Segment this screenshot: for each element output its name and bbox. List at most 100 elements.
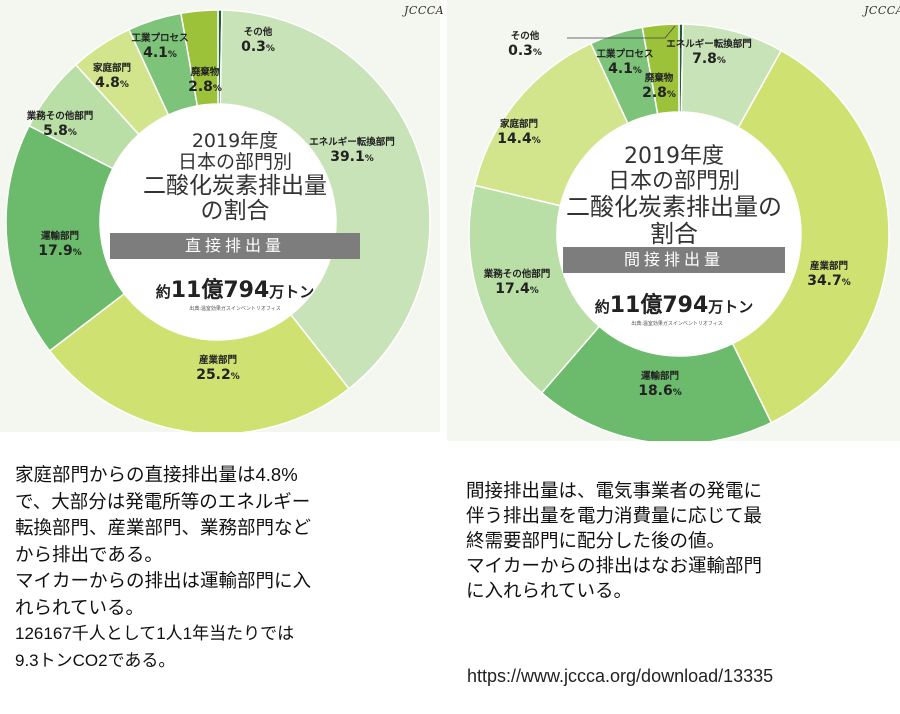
chart-title-line-3: 二酸化炭素排出量の割合 [566, 193, 782, 249]
explanation-line: 126167千人として1人1年当たりでは [15, 624, 295, 643]
slice-label-name: エネルギー転換部門 [309, 137, 395, 148]
jccca-logo: JCCCA [404, 4, 445, 17]
slice-label-value: 7.8% [654, 51, 764, 67]
slice-value: 7.8 [692, 50, 717, 67]
slice-unit: % [364, 153, 374, 164]
slice-value: 4.8 [95, 74, 120, 91]
slice-unit: % [119, 79, 129, 90]
slice-label-name: 廃棄物 [190, 67, 220, 78]
indirect-emissions-chart-panel: JCCCA 2019年度 日本の部門別 二酸化炭素排出量の割合 間接排出量 約1… [447, 0, 900, 441]
slice-label-household: 家庭部門 14.4% [464, 119, 574, 147]
slice-label-waste: 廃棄物 2.8% [150, 67, 260, 95]
explanation-line: マイカーからの排出は運輸部門に入 [15, 570, 312, 591]
slice-label-value: 25.2% [163, 367, 273, 383]
slice-label-energy-conversion: エネルギー転換部門 7.8% [654, 39, 764, 67]
slice-unit: % [167, 49, 177, 60]
slice-unit: % [716, 55, 726, 66]
source-url[interactable]: https://www.jccca.org/download/13335 [467, 666, 774, 686]
slice-label-name: 運輸部門 [40, 231, 79, 242]
slice-label-value: 39.1% [297, 149, 407, 165]
chart-title-line-3: 二酸化炭素排出量の割合 [143, 172, 327, 225]
slice-value: 34.7 [807, 272, 842, 289]
total-suffix: 万トン [708, 298, 754, 316]
slice-label-name: 家庭部門 [499, 119, 538, 130]
explanation-line: 転換部門、産業部門、業務部門など [15, 517, 312, 538]
slice-value: 2.8 [642, 84, 667, 101]
indirect-emissions-explanation: 間接排出量は、電気事業者の発電に 伴う排出量を電力消費量に応じて最 終需要部門に… [466, 478, 886, 603]
total-value: 11億794 [170, 278, 270, 303]
slice-label-commercial-other: 業務その他部門 17.4% [462, 269, 572, 297]
chart-title-line-2: 日本の部門別 [607, 168, 740, 194]
slice-label-name: 業務その他部門 [483, 269, 551, 280]
total-prefix: 約 [155, 283, 171, 301]
slice-unit: % [265, 43, 275, 54]
slice-label-industry: 産業部門 34.7% [774, 261, 884, 289]
donut-center [100, 104, 336, 340]
slice-unit: % [72, 247, 82, 258]
chart-title: 2019年度 日本の部門別 二酸化炭素排出量の割合 [564, 144, 784, 249]
slice-value: 39.1 [330, 148, 365, 165]
chart-title: 2019年度 日本の部門別 二酸化炭素排出量の割合 [140, 130, 330, 225]
jccca-logo: JCCCA [864, 4, 900, 17]
slice-label-name: 家庭部門 [92, 63, 131, 74]
slice-label-industrial-process: 工業プロセス 4.1% [105, 33, 215, 61]
slice-label-name: 産業部門 [809, 261, 848, 272]
slice-value: 5.8 [43, 122, 68, 139]
slice-unit: % [529, 285, 539, 296]
explanation-line: 終需要部門に配分した後の値。 [466, 530, 726, 551]
slice-label-value: 14.4% [464, 131, 574, 147]
slice-label-other: その他 0.3% [203, 27, 313, 55]
slice-label-waste: 廃棄物 2.8% [604, 73, 714, 101]
explanation-line: 家庭部門からの直接排出量は4.8% [15, 464, 298, 485]
slice-label-value: 0.3% [470, 43, 580, 59]
slice-value: 18.6 [638, 382, 673, 399]
slice-value: 17.4 [495, 280, 530, 297]
total-emissions: 約11億794万トン [547, 287, 801, 319]
emission-type-band: 直接排出量 [110, 233, 360, 259]
slice-label-name: その他 [510, 31, 540, 42]
explanation-line: れられている。 [15, 596, 144, 618]
slice-label-name: 工業プロセス [131, 33, 189, 44]
slice-label-value: 4.1% [570, 61, 680, 77]
chart-title-line-1: 2019年度 [191, 130, 279, 152]
total-emissions: 約11億794万トン [110, 272, 360, 304]
direct-emissions-chart-panel: JCCCA 2019年度 日本の部門別 二酸化炭素排出量の割合 直接排出量 約1… [0, 0, 444, 432]
explanation-line: で、大部分は発電所等のエネルギー [15, 490, 311, 512]
explanation-line: に入れられている。 [466, 580, 632, 601]
slice-value: 25.2 [196, 366, 231, 383]
slice-label-name: 産業部門 [198, 355, 237, 366]
slice-value: 0.3 [508, 42, 533, 59]
chart-title-line-2: 日本の部門別 [177, 151, 292, 174]
slice-label-other: その他 0.3% [470, 31, 580, 59]
slice-value: 0.3 [241, 38, 266, 55]
slice-label-household: 家庭部門 4.8% [57, 63, 167, 91]
total-value: 11億794 [609, 293, 709, 318]
slice-label-commercial-other: 業務その他部門 5.8% [5, 111, 115, 139]
slice-label-value: 2.8% [150, 79, 260, 95]
data-source: 出典:温室効果ガスインベントリオフィス [189, 306, 281, 312]
emission-type-band: 間接排出量 [563, 247, 785, 273]
slice-value: 17.9 [38, 242, 73, 259]
slice-unit: % [532, 47, 542, 58]
slice-label-value: 0.3% [203, 39, 313, 55]
slice-unit: % [841, 277, 851, 288]
indirect-emissions-donut-chart [468, 23, 890, 441]
slice-label-transport: 運輸部門 17.9% [5, 231, 115, 259]
slice-label-name: 廃棄物 [644, 73, 674, 84]
slice-unit: % [632, 65, 642, 76]
slice-label-transport: 運輸部門 18.6% [605, 371, 715, 399]
slice-value: 4.1 [608, 60, 633, 77]
explanation-line: 伴う排出量を電力消費量に応じて最 [466, 505, 763, 526]
slice-unit: % [531, 135, 541, 146]
total-suffix: 万トン [269, 283, 315, 301]
slice-label-value: 34.7% [774, 273, 884, 289]
explanation-line: 9.3トンCO2である。 [15, 650, 176, 670]
slice-unit: % [230, 371, 240, 382]
slice-value: 2.8 [188, 78, 213, 95]
slice-value: 4.1 [143, 44, 168, 61]
slice-label-value: 4.8% [57, 75, 167, 91]
explanation-line: 間接排出量は、電気事業者の発電に [466, 480, 763, 501]
slice-label-name: 運輸部門 [640, 371, 679, 382]
direct-emissions-donut-chart [5, 9, 431, 432]
leader-line [567, 25, 676, 39]
